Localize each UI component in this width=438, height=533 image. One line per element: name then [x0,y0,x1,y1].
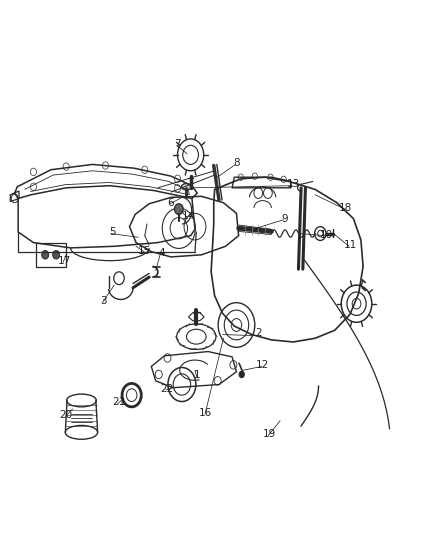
Text: 16: 16 [199,408,212,418]
Text: 7: 7 [174,139,181,149]
Text: 5: 5 [109,227,115,237]
Circle shape [239,371,244,377]
Text: 19: 19 [263,429,276,439]
Text: 1: 1 [194,370,201,381]
Text: 6: 6 [168,198,174,208]
Text: 17: 17 [57,256,71,266]
Text: 3: 3 [100,296,106,306]
Ellipse shape [181,183,191,190]
Text: 22: 22 [160,384,173,394]
Text: 4: 4 [159,248,166,258]
Text: 11: 11 [343,240,357,250]
Text: 15: 15 [138,246,152,255]
Text: 13: 13 [286,179,300,189]
Text: 9: 9 [281,214,288,224]
Circle shape [174,204,183,214]
Text: 18: 18 [339,203,352,213]
Text: 21: 21 [112,397,125,407]
Circle shape [53,251,60,259]
Text: 12: 12 [256,360,269,370]
Text: 20: 20 [60,410,73,421]
Text: 8: 8 [233,158,240,168]
Text: 14: 14 [182,211,195,221]
Text: 2: 2 [255,328,261,338]
Circle shape [42,251,49,259]
Text: 10: 10 [319,230,332,240]
